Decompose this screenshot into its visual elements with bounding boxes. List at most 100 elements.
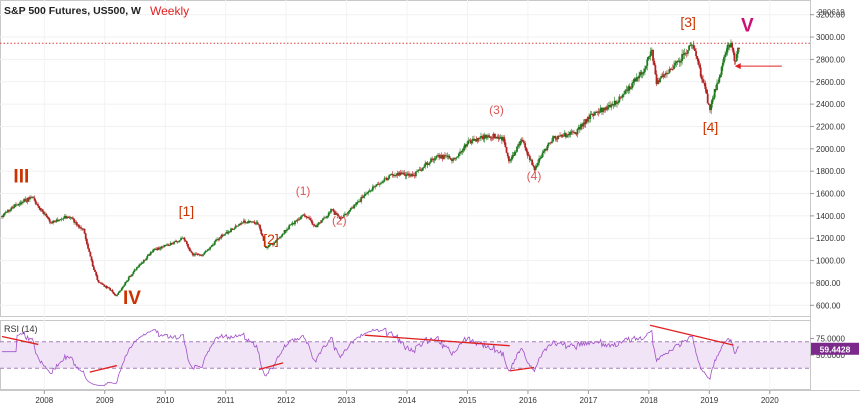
candle-body	[487, 135, 489, 138]
candle-body	[687, 50, 689, 54]
candle-body	[274, 242, 277, 244]
wave-annotations: III IV [1] [2] (1) (2) (3) (4) [3] [4] V	[13, 14, 754, 309]
candle-body	[552, 136, 554, 142]
candle-body	[376, 183, 379, 185]
candle-body	[709, 104, 711, 111]
candle-body	[340, 217, 343, 219]
candle-body	[117, 292, 120, 295]
candle-body	[484, 135, 487, 138]
candle-body	[12, 206, 15, 209]
candle-body	[216, 239, 218, 240]
candle-body	[88, 248, 91, 252]
candle-body	[491, 137, 494, 139]
price-tick-label: 1800.00	[816, 167, 845, 176]
candle-body	[674, 62, 677, 66]
candle-body	[667, 73, 670, 75]
candle-body	[268, 244, 271, 247]
candle-body	[382, 181, 385, 183]
candle-body	[682, 54, 685, 55]
candle-body	[388, 175, 391, 179]
candle-body	[685, 53, 688, 54]
time-tick-label: 2012	[277, 396, 295, 405]
candle-body	[27, 197, 30, 200]
candle-body	[266, 246, 268, 248]
candle-body	[541, 152, 544, 158]
candle-body	[426, 162, 429, 165]
candle-body	[402, 172, 404, 174]
candle-body	[333, 211, 336, 215]
candle-body	[297, 219, 300, 221]
candle-body	[208, 249, 210, 250]
rsi-trendline	[89, 364, 118, 373]
candle-body	[678, 60, 681, 63]
candle-body	[734, 60, 737, 62]
candle-body	[425, 162, 428, 164]
candle-body	[401, 172, 403, 175]
candle-body	[317, 223, 320, 225]
candlestick-series	[1, 39, 740, 297]
candle-body	[597, 111, 600, 113]
candle-body	[695, 51, 697, 57]
candle-body	[319, 222, 322, 224]
candle-body	[396, 173, 399, 176]
candle-body	[405, 174, 408, 177]
candle-body	[335, 213, 338, 215]
candle-body	[6, 210, 9, 213]
candle-body	[52, 220, 55, 223]
candle-body	[391, 174, 394, 176]
candle-body	[262, 236, 265, 241]
candle-body	[231, 228, 234, 230]
candle-body	[733, 52, 736, 61]
candle-body	[278, 237, 281, 239]
candle-body	[454, 158, 457, 159]
candle-body	[40, 209, 43, 211]
candle-body	[538, 158, 541, 163]
candle-body	[625, 89, 628, 91]
candle-body	[441, 155, 444, 159]
candle-body	[74, 222, 77, 223]
candle-body	[367, 191, 370, 194]
chart-id-label: 280619	[818, 8, 845, 17]
wave-label: [2]	[263, 231, 279, 247]
candle-body	[295, 220, 298, 222]
candle-body	[660, 76, 663, 79]
rsi-value-badge	[811, 342, 859, 355]
candle-body	[688, 45, 690, 51]
candle-body	[82, 228, 85, 230]
candle-body	[661, 76, 664, 77]
candle-body	[544, 148, 546, 152]
candle-body	[162, 246, 165, 248]
candle-body	[523, 141, 525, 144]
candle-body	[519, 140, 522, 145]
candle-body	[61, 218, 64, 220]
candle-body	[91, 260, 94, 267]
wave-label: [3]	[680, 14, 696, 30]
candle-body	[562, 136, 565, 137]
candle-body	[528, 155, 531, 160]
candle-body	[696, 56, 699, 59]
candle-body	[101, 283, 103, 285]
candle-body	[247, 221, 250, 224]
candle-body	[273, 242, 275, 245]
candle-body	[502, 137, 504, 141]
candle-body	[81, 228, 84, 230]
candle-body	[434, 157, 437, 159]
candle-body	[707, 103, 710, 105]
candle-body	[537, 162, 539, 166]
candle-body	[39, 207, 42, 211]
candle-body	[298, 219, 301, 221]
candle-body	[233, 228, 236, 230]
candle-body	[511, 155, 514, 159]
candle-body	[326, 216, 329, 218]
candle-body	[469, 140, 472, 144]
candle-body	[5, 212, 8, 213]
candle-body	[431, 158, 434, 160]
candle-body	[446, 155, 449, 157]
candle-body	[704, 83, 707, 90]
candle-body	[197, 254, 200, 256]
candle-body	[637, 77, 639, 79]
candle-body	[470, 140, 473, 144]
candle-body	[83, 228, 86, 234]
candle-body	[311, 221, 314, 225]
